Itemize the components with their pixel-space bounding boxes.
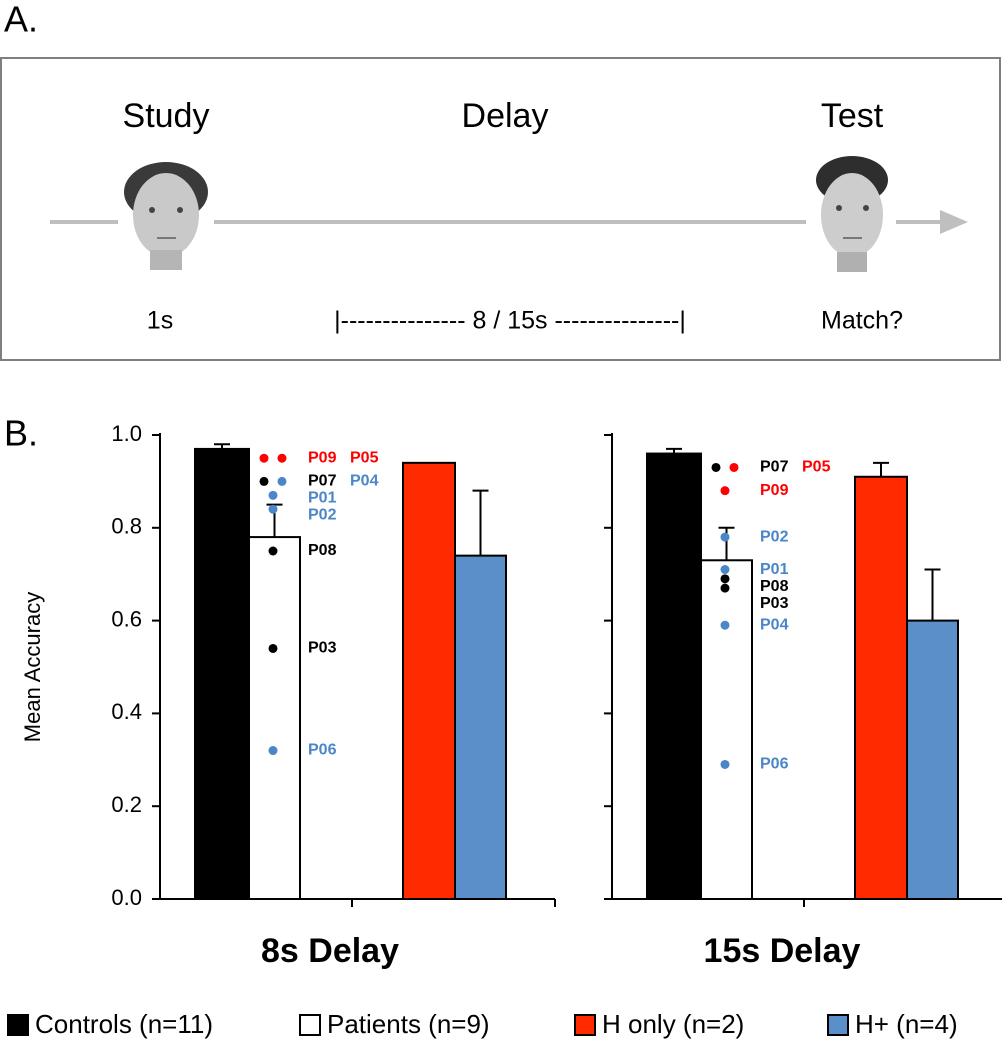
bar — [402, 461, 456, 900]
error-bar — [718, 526, 735, 561]
error-bar — [214, 443, 230, 449]
patient-label: P01 — [308, 490, 337, 507]
patient-point — [268, 546, 278, 556]
study-face — [118, 160, 214, 270]
error-bar — [873, 461, 889, 477]
patient-label: P07 — [308, 473, 337, 490]
y-tick-label: 1.0 — [111, 421, 142, 446]
patient-label: P09 — [760, 482, 789, 499]
patient-label: P03 — [308, 640, 337, 657]
patient-label: P01 — [760, 561, 789, 578]
legend-swatch — [7, 1014, 29, 1036]
test-label: Test — [821, 97, 884, 135]
patient-point — [268, 504, 278, 514]
test-face — [806, 156, 896, 272]
y-tick-label: 0.8 — [111, 514, 142, 539]
patient-point — [720, 620, 730, 630]
patient-point — [720, 583, 730, 593]
patient-label: P08 — [760, 578, 789, 595]
legend-label: Patients (n=9) — [327, 1009, 490, 1039]
patient-label: P03 — [760, 595, 789, 612]
test-prompt: Match? — [821, 307, 903, 335]
bar — [194, 447, 250, 900]
y-tick-label: 0.6 — [111, 606, 142, 631]
bar — [454, 554, 507, 900]
patient-label: P05 — [350, 449, 379, 466]
study-time: 1s — [147, 307, 173, 335]
patient-label: P02 — [308, 507, 337, 524]
timeline-arrow — [940, 210, 968, 234]
patient-point — [720, 532, 730, 542]
patient-point — [729, 462, 739, 472]
patient-point — [720, 565, 730, 575]
patient-point — [720, 759, 730, 769]
y-tick-label: 0.0 — [111, 885, 142, 910]
patient-point — [268, 643, 278, 653]
bar — [906, 619, 959, 900]
patient-label: P06 — [760, 756, 789, 773]
patient-point — [720, 486, 730, 496]
delay-time: |--------------- 8 / 15s ---------------… — [334, 307, 686, 335]
patient-point — [259, 476, 269, 486]
bar — [248, 536, 301, 901]
patient-point — [720, 574, 730, 584]
patient-label: P04 — [760, 616, 789, 633]
study-label: Study — [123, 97, 210, 135]
delay-label: Delay — [462, 97, 549, 135]
patient-point — [711, 462, 721, 472]
patient-label: P05 — [802, 459, 831, 476]
patient-label: P07 — [760, 459, 789, 476]
patient-label: P06 — [308, 742, 337, 759]
chart-title: 15s Delay — [704, 932, 861, 970]
legend-swatch — [574, 1014, 596, 1036]
patient-point — [259, 453, 269, 463]
legend-swatch — [299, 1014, 321, 1036]
y-tick-label: 0.2 — [111, 792, 142, 817]
y-tick-label: 0.4 — [111, 699, 142, 724]
patient-label: P04 — [350, 473, 379, 490]
legend-label: Controls (n=11) — [35, 1009, 213, 1039]
panel-label: B. — [4, 413, 38, 454]
patient-label: P09 — [308, 449, 337, 466]
error-bar — [666, 447, 682, 454]
y-axis-label: Mean Accuracy — [20, 592, 45, 742]
patient-label: P08 — [308, 542, 337, 559]
patient-point — [277, 453, 287, 463]
bar — [854, 475, 908, 900]
legend-swatch — [827, 1014, 849, 1036]
bar — [646, 452, 702, 900]
patient-point — [268, 490, 278, 500]
bar — [700, 559, 753, 901]
legend-label: H only (n=2) — [602, 1009, 744, 1039]
legend-label: H+ (n=4) — [855, 1009, 958, 1039]
panel-label: A. — [4, 0, 38, 40]
patient-label: P02 — [760, 528, 789, 545]
patient-point — [268, 746, 278, 756]
patient-point — [277, 476, 287, 486]
chart-title: 8s Delay — [261, 932, 399, 970]
error-bar — [924, 568, 941, 621]
error-bar — [472, 489, 489, 556]
